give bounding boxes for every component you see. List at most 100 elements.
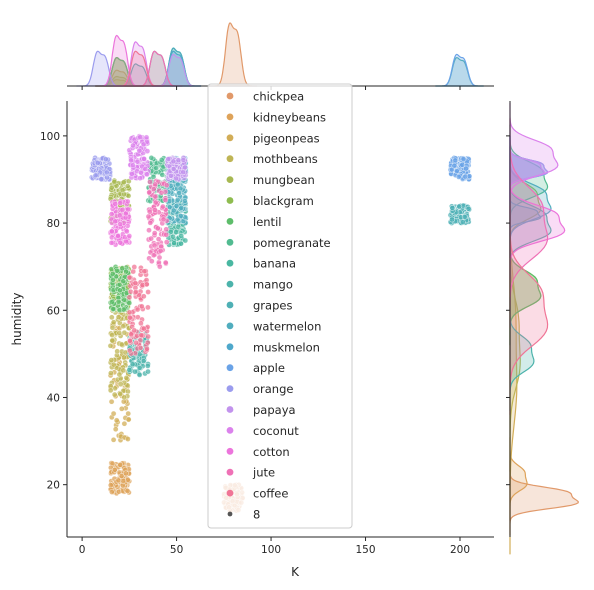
legend-marker bbox=[226, 218, 234, 225]
data-point bbox=[160, 203, 166, 210]
y-tick-label: 80 bbox=[47, 218, 60, 230]
legend-marker bbox=[226, 280, 234, 288]
top-marginal-kde bbox=[76, 22, 484, 87]
data-point bbox=[158, 157, 165, 163]
data-point bbox=[108, 482, 114, 489]
size-legend-marker bbox=[227, 511, 233, 517]
data-point bbox=[110, 361, 117, 368]
data-point bbox=[145, 289, 151, 295]
data-point bbox=[147, 179, 153, 185]
data-point bbox=[125, 410, 131, 417]
data-point bbox=[140, 358, 147, 364]
axes: 0 50 100 150 200 20 40 60 80 100 bbox=[40, 85, 511, 556]
legend-marker bbox=[226, 134, 234, 142]
series-grapes bbox=[447, 202, 472, 226]
data-point bbox=[125, 416, 132, 423]
data-point bbox=[109, 337, 116, 344]
data-point bbox=[137, 175, 143, 181]
data-point bbox=[126, 274, 133, 281]
data-point bbox=[148, 155, 155, 161]
data-point bbox=[119, 405, 125, 412]
data-point bbox=[107, 342, 114, 349]
data-point bbox=[110, 410, 117, 417]
legend-marker bbox=[226, 197, 234, 204]
data-point bbox=[159, 171, 166, 178]
data-point bbox=[123, 375, 130, 381]
data-point bbox=[132, 368, 138, 375]
data-point bbox=[109, 332, 115, 338]
data-point bbox=[148, 258, 155, 265]
data-point bbox=[130, 142, 136, 149]
legend-entry: chickpea bbox=[253, 90, 304, 104]
data-point bbox=[156, 254, 163, 261]
data-point bbox=[127, 314, 133, 321]
data-point bbox=[126, 233, 133, 239]
data-point bbox=[147, 219, 154, 226]
data-point bbox=[95, 160, 101, 166]
data-point bbox=[173, 203, 180, 209]
series-mothbeans bbox=[107, 289, 132, 401]
data-point bbox=[126, 367, 133, 373]
data-point bbox=[121, 179, 127, 185]
kde-top-apple bbox=[435, 53, 484, 87]
legend-entry: kidneybeans bbox=[253, 110, 326, 124]
data-point bbox=[175, 223, 181, 230]
data-point bbox=[127, 338, 133, 344]
data-point bbox=[152, 199, 159, 206]
legend-entry: grapes bbox=[253, 299, 292, 313]
data-point bbox=[141, 325, 147, 332]
legend-entry: blackgram bbox=[253, 194, 314, 208]
legend-marker bbox=[226, 92, 234, 100]
data-point bbox=[131, 327, 138, 334]
data-point bbox=[182, 164, 188, 171]
data-point bbox=[126, 309, 133, 316]
data-point bbox=[133, 289, 139, 295]
data-point bbox=[128, 157, 134, 164]
data-point bbox=[143, 134, 150, 141]
data-point bbox=[111, 391, 118, 398]
data-point bbox=[110, 277, 116, 283]
data-point bbox=[115, 314, 122, 320]
x-axis-label: K bbox=[291, 565, 300, 579]
data-point bbox=[138, 303, 145, 310]
x-tick-label: 0 bbox=[79, 544, 86, 556]
data-point bbox=[121, 297, 127, 303]
data-point bbox=[108, 211, 115, 217]
data-point bbox=[126, 294, 133, 301]
data-point bbox=[120, 323, 126, 330]
data-point bbox=[124, 198, 131, 205]
data-point bbox=[109, 489, 115, 495]
data-point bbox=[113, 417, 120, 424]
data-point bbox=[454, 168, 460, 174]
data-point bbox=[151, 242, 158, 249]
data-point bbox=[138, 332, 145, 339]
data-point bbox=[119, 207, 126, 213]
data-point bbox=[145, 368, 151, 375]
data-point bbox=[121, 354, 127, 361]
y-tick-label: 100 bbox=[40, 131, 60, 143]
data-point bbox=[116, 371, 123, 378]
series-jute bbox=[145, 178, 170, 270]
legend-entry: pigeonpeas bbox=[253, 131, 320, 145]
legend-frame bbox=[207, 83, 353, 529]
data-point bbox=[114, 348, 120, 355]
data-point bbox=[117, 287, 123, 294]
data-point bbox=[171, 240, 177, 246]
data-point bbox=[108, 398, 115, 405]
data-point bbox=[125, 436, 131, 442]
legend: chickpea kidneybeans pigeonpeas mothbeans mu… bbox=[207, 83, 353, 529]
legend-marker bbox=[226, 427, 234, 434]
data-point bbox=[116, 212, 123, 219]
data-point bbox=[168, 228, 174, 235]
data-point bbox=[108, 370, 114, 376]
data-point bbox=[160, 216, 167, 223]
data-point bbox=[144, 363, 151, 369]
data-point bbox=[129, 171, 135, 177]
data-point bbox=[117, 221, 123, 227]
data-point bbox=[116, 330, 123, 336]
data-point bbox=[103, 169, 110, 176]
series-orange bbox=[89, 154, 113, 183]
data-point bbox=[157, 247, 164, 254]
data-point bbox=[182, 237, 189, 244]
data-point bbox=[170, 233, 176, 240]
